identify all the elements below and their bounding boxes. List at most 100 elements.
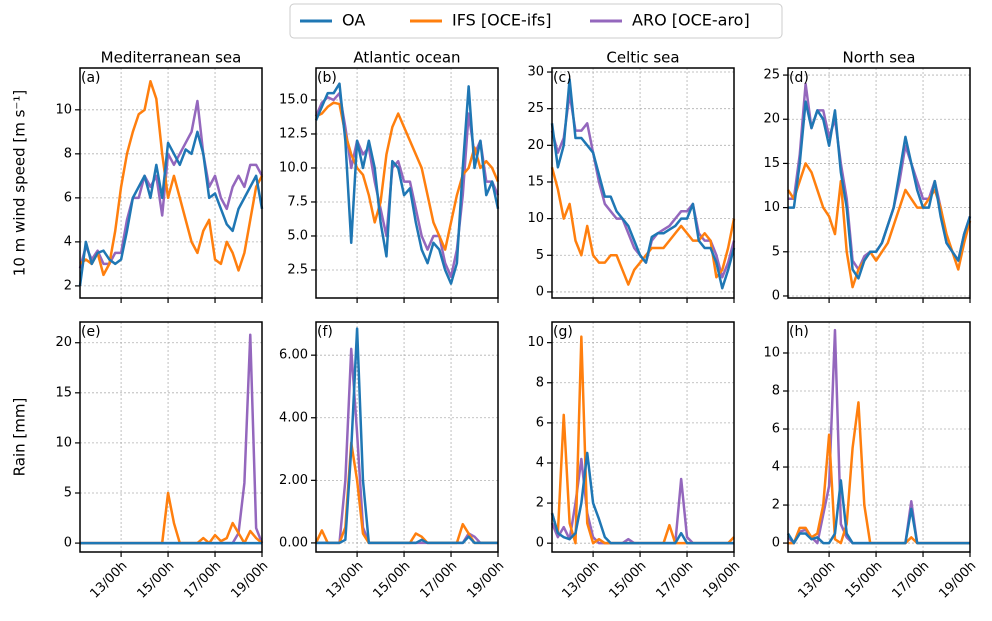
y-tick-label: 25 <box>527 101 544 116</box>
x-tick-label: 19/00h <box>464 559 507 602</box>
panel-label: (a) <box>81 70 101 86</box>
x-tick-label: 17/00h <box>653 559 696 602</box>
x-tick-label: 15/00h <box>134 559 177 602</box>
panel-title: North sea <box>843 49 916 67</box>
series-line <box>316 327 498 545</box>
panel-title: Celtic sea <box>606 49 679 67</box>
y-axis-label: Rain [mm] <box>11 398 29 477</box>
x-tick-label: 19/00h <box>936 559 979 602</box>
axes-frame <box>551 67 735 299</box>
axes-frame <box>551 321 735 553</box>
series-line <box>78 130 264 287</box>
y-tick-label: 10 <box>527 211 544 226</box>
y-tick-label: 6.00 <box>279 348 308 363</box>
panel-label: (c) <box>553 70 572 86</box>
y-tick-label: 7.5 <box>287 194 308 209</box>
panel-label: (g) <box>553 324 573 340</box>
y-tick-label: 15 <box>55 385 72 400</box>
series-line <box>787 328 970 545</box>
y-tick-label: 4 <box>536 455 544 470</box>
y-tick-label: 5 <box>536 248 544 263</box>
series-line <box>316 347 498 545</box>
panel-label: (e) <box>81 324 101 340</box>
y-tick-label: 30 <box>527 65 544 80</box>
y-tick-label: 6 <box>772 422 780 437</box>
y-tick-label: 2.5 <box>287 262 308 277</box>
y-tick-label: 4 <box>772 460 780 475</box>
x-tick-label: 17/00h <box>417 559 460 602</box>
y-tick-label: 25 <box>763 68 780 83</box>
axes-frame <box>315 67 499 299</box>
x-tick-label: 13/00h <box>559 559 602 602</box>
panel-title: Mediterranean sea <box>101 49 242 67</box>
x-tick-label: 13/00h <box>323 559 366 602</box>
series-line <box>550 78 736 290</box>
axes-frame <box>79 321 263 553</box>
x-tick-label: 13/00h <box>87 559 130 602</box>
y-tick-label: 8 <box>536 375 544 390</box>
y-tick-label: 4.00 <box>279 410 308 425</box>
y-tick-label: 8 <box>64 146 72 161</box>
x-tick-label: 19/00h <box>700 559 743 602</box>
y-tick-label: 10 <box>55 435 72 450</box>
y-tick-label: 2 <box>772 498 780 513</box>
y-tick-label: 2 <box>536 496 544 511</box>
series-line <box>550 166 736 286</box>
series-line <box>550 451 734 545</box>
series-line <box>79 79 264 277</box>
y-tick-label: 6 <box>536 415 544 430</box>
y-tick-label: 20 <box>763 112 780 127</box>
y-tick-label: 10.0 <box>279 160 308 175</box>
x-tick-label: 15/00h <box>842 559 885 602</box>
series-line <box>788 82 972 271</box>
axes-frame <box>787 67 971 299</box>
panel-title: Atlantic ocean <box>353 49 460 67</box>
y-tick-label: 0 <box>536 284 544 299</box>
series-line <box>788 100 972 280</box>
y-tick-label: 10 <box>763 200 780 215</box>
panel-label: (d) <box>789 70 809 86</box>
axes-frame <box>315 321 499 553</box>
legend-label: ARO [OCE-aro] <box>632 11 750 30</box>
y-tick-label: 5.0 <box>287 228 308 243</box>
x-tick-label: 13/00h <box>795 559 838 602</box>
x-tick-label: 15/00h <box>606 559 649 602</box>
y-tick-label: 10 <box>763 345 780 360</box>
y-tick-label: 5 <box>64 485 72 500</box>
x-tick-label: 19/00h <box>228 559 271 602</box>
y-tick-label: 4 <box>64 234 72 249</box>
y-tick-label: 2 <box>64 278 72 293</box>
x-tick-label: 17/00h <box>181 559 224 602</box>
legend-label: IFS [OCE-ifs] <box>452 11 551 30</box>
y-tick-label: 8 <box>772 384 780 399</box>
series-line <box>786 479 970 545</box>
y-tick-label: 2.00 <box>279 473 308 488</box>
y-tick-label: 0.00 <box>279 535 308 550</box>
axes-frame <box>79 67 263 299</box>
y-tick-label: 12.5 <box>279 126 308 141</box>
y-tick-label: 5 <box>772 244 780 259</box>
y-tick-label: 15 <box>527 174 544 189</box>
panel-label: (b) <box>317 70 337 86</box>
legend-box <box>289 3 783 39</box>
y-tick-label: 0 <box>536 536 544 551</box>
y-tick-label: 10 <box>527 335 544 350</box>
panel-label: (f) <box>317 324 333 340</box>
x-tick-label: 15/00h <box>370 559 413 602</box>
y-tick-label: 20 <box>527 138 544 153</box>
y-tick-label: 20 <box>55 335 72 350</box>
y-tick-label: 0 <box>772 288 780 303</box>
y-tick-label: 15.0 <box>279 92 308 107</box>
panel-label: (h) <box>789 324 809 340</box>
y-tick-label: 0 <box>772 536 780 551</box>
y-tick-label: 0 <box>64 536 72 551</box>
series-line <box>80 491 263 545</box>
x-tick-label: 17/00h <box>889 559 932 602</box>
y-axis-label: 10 m wind speed [m s⁻¹] <box>11 90 29 276</box>
legend-label: OA <box>342 11 365 30</box>
series-line <box>788 401 970 545</box>
y-tick-label: 15 <box>763 156 780 171</box>
series-line <box>315 101 500 251</box>
y-tick-label: 6 <box>64 190 72 205</box>
